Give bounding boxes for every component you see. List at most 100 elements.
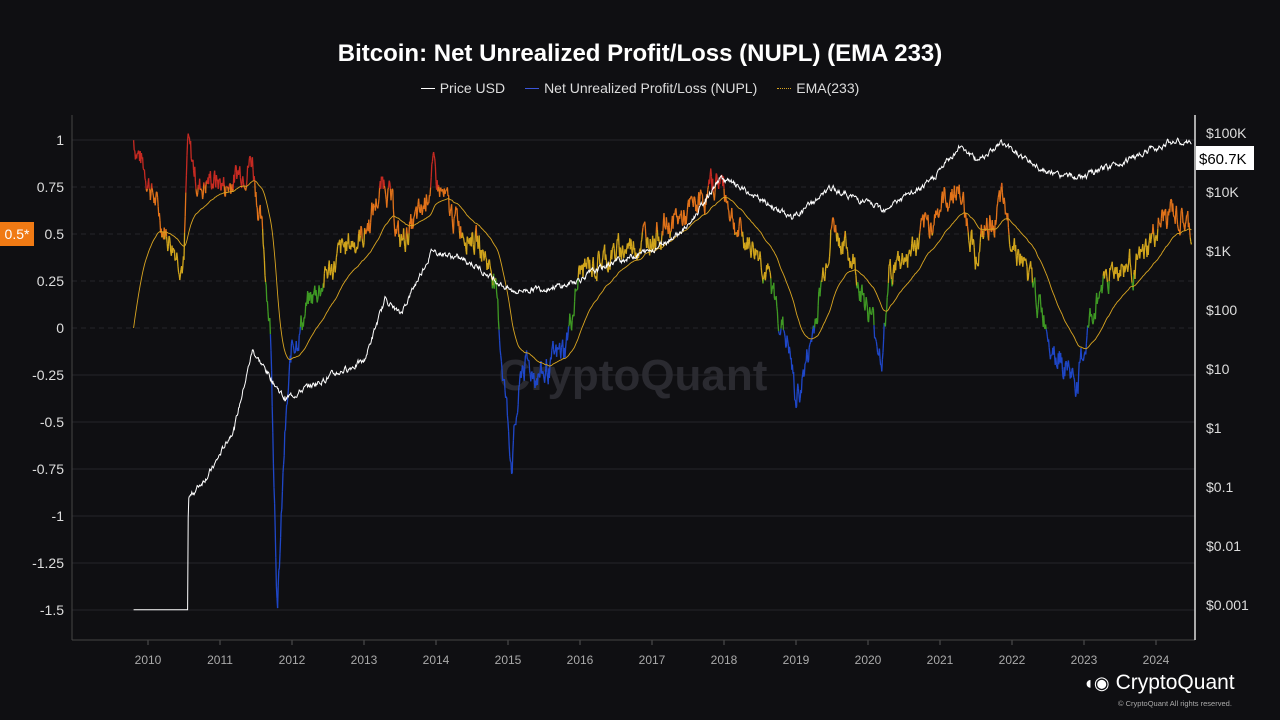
nupl-segment [500, 355, 503, 362]
nupl-segment [828, 256, 831, 264]
nupl-segment [437, 184, 440, 188]
nupl-segment [449, 207, 452, 212]
nupl-segment [269, 318, 272, 335]
nupl-segment [692, 196, 695, 207]
nupl-segment [158, 213, 161, 221]
nupl-segment [542, 373, 545, 379]
nupl-segment [741, 231, 744, 239]
nupl-segment [785, 345, 788, 348]
x-tick: 2020 [855, 653, 882, 667]
nupl-segment [1098, 291, 1101, 299]
nupl-segment [834, 224, 837, 234]
x-tick: 2010 [135, 653, 162, 667]
nupl-segment [325, 268, 328, 272]
nupl-segment [235, 164, 237, 167]
nupl-segment [955, 186, 958, 201]
legend-item-price[interactable]: Price USD [420, 80, 505, 96]
nupl-segment [625, 247, 628, 254]
nupl-segment [1169, 201, 1172, 213]
nupl-segment [972, 239, 975, 248]
nupl-segment [669, 231, 672, 238]
nupl-segment [246, 165, 249, 181]
x-tick: 2011 [207, 653, 233, 667]
nupl-segment [200, 189, 203, 192]
nupl-segment [516, 404, 519, 413]
nupl-segment [685, 216, 688, 225]
nupl-segment [891, 271, 894, 285]
nupl-segment [1113, 269, 1116, 279]
nupl-segment [806, 349, 809, 355]
nupl-segment [285, 404, 288, 416]
nupl-segment [924, 213, 927, 218]
nupl-segment [564, 341, 567, 349]
nupl-segment [240, 181, 243, 189]
nupl-segment [1160, 209, 1163, 219]
nupl-segment [761, 273, 764, 278]
nupl-segment [560, 347, 563, 359]
nupl-segment [248, 158, 251, 167]
nupl-segment [699, 189, 702, 193]
nupl-segment [473, 240, 476, 255]
nupl-segment [726, 200, 729, 210]
nupl-segment [748, 237, 751, 245]
nupl-segment [255, 192, 258, 206]
nupl-segment [867, 312, 870, 323]
nupl-segment [779, 328, 782, 335]
nupl-segment [146, 184, 149, 189]
nupl-segment [942, 196, 945, 204]
nupl-segment [807, 360, 810, 363]
nupl-segment [792, 372, 795, 389]
nupl-segment [927, 214, 930, 227]
nupl-segment [302, 317, 305, 327]
nupl-segment [1137, 253, 1140, 256]
nupl-segment [863, 293, 866, 307]
nupl-segment [1045, 329, 1048, 332]
nupl-segment [701, 193, 703, 195]
nupl-segment [1134, 265, 1137, 279]
nupl-segment [383, 179, 386, 187]
nupl-segment [444, 191, 447, 195]
nupl-segment [986, 229, 989, 236]
nupl-segment [630, 239, 633, 247]
nupl-segment [677, 221, 680, 225]
nupl-segment [898, 255, 901, 263]
nupl-segment [211, 183, 214, 187]
nupl-segment [283, 431, 286, 456]
legend-label: EMA(233) [796, 80, 860, 96]
nupl-segment [795, 406, 798, 409]
nupl-segment [983, 225, 986, 230]
nupl-segment [1039, 294, 1042, 306]
nupl-segment [186, 140, 189, 156]
nupl-segment [1027, 279, 1029, 281]
nupl-segment [906, 254, 909, 268]
nupl-segment [272, 432, 275, 464]
nupl-segment [830, 228, 832, 231]
nupl-segment [690, 196, 693, 199]
nupl-segment [653, 238, 656, 243]
nupl-segment [445, 189, 447, 192]
nupl-segment [916, 237, 919, 243]
nupl-segment [1008, 244, 1011, 249]
nupl-segment [277, 570, 280, 586]
nupl-segment [1130, 267, 1133, 276]
nupl-segment [1184, 221, 1187, 225]
nupl-segment [1079, 357, 1082, 364]
nupl-segment [836, 232, 839, 236]
x-tick: 2014 [423, 653, 450, 667]
y-left-tick: -0.75 [32, 461, 64, 477]
nupl-segment [222, 177, 225, 186]
nupl-segment [184, 192, 187, 217]
nupl-segment [1041, 307, 1044, 319]
nupl-segment [1181, 207, 1184, 212]
nupl-segment [832, 217, 835, 221]
nupl-segment [489, 265, 492, 270]
nupl-segment [416, 212, 419, 219]
nupl-segment [927, 226, 930, 236]
nupl-segment [580, 265, 583, 271]
nupl-segment [827, 264, 829, 267]
legend-item-ema[interactable]: EMA(233) [777, 80, 859, 96]
nupl-segment [183, 216, 186, 233]
legend-item-nupl[interactable]: Net Unrealized Profit/Loss (NUPL) [525, 80, 757, 96]
price-series [133, 137, 1192, 611]
nupl-segment [1148, 240, 1151, 246]
